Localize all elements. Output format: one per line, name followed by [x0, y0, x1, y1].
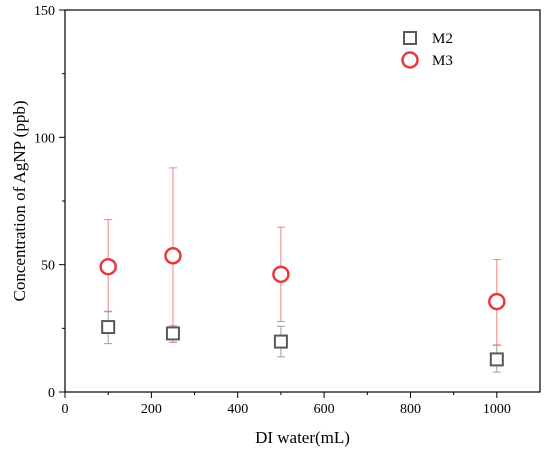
m2-point [165, 326, 180, 341]
x-tick-label: 400 [227, 402, 248, 417]
legend-label-m2: M2 [432, 31, 453, 47]
y-tick-label: 50 [41, 259, 55, 274]
x-axis-label: DI water(mL) [255, 428, 350, 447]
m3-point [272, 265, 290, 284]
legend-label-m3: M3 [432, 53, 453, 69]
m2-point [101, 320, 116, 335]
error-bars [104, 167, 501, 373]
m2-point [273, 334, 288, 349]
data-markers [99, 247, 506, 367]
y-tick-label: 0 [48, 386, 55, 401]
y-tick-label: 150 [34, 4, 55, 19]
m2-point [489, 352, 504, 367]
axes: 0 200 400 600 800 1000 0 50 100 150 [34, 4, 541, 417]
m3-point [488, 292, 506, 311]
x-tick-label: 600 [314, 402, 335, 417]
x-tick-label: 200 [141, 402, 162, 417]
y-axis-label: Concentration of AgNP (ppb) [10, 101, 29, 302]
plot-frame [64, 9, 541, 393]
y-tick-label: 100 [34, 131, 55, 146]
x-tick-label: 0 [62, 402, 69, 417]
x-tick-label: 1000 [483, 402, 511, 417]
x-tick-label: 800 [400, 402, 421, 417]
legend-marker-m2 [403, 31, 417, 45]
legend-marker-m3 [401, 51, 419, 69]
m3-point [99, 257, 117, 276]
m3-point [164, 247, 182, 265]
